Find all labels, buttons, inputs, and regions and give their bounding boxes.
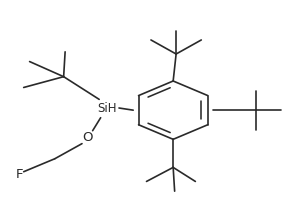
Text: O: O (82, 131, 93, 144)
Text: F: F (15, 168, 23, 181)
Text: SiH: SiH (97, 102, 116, 114)
